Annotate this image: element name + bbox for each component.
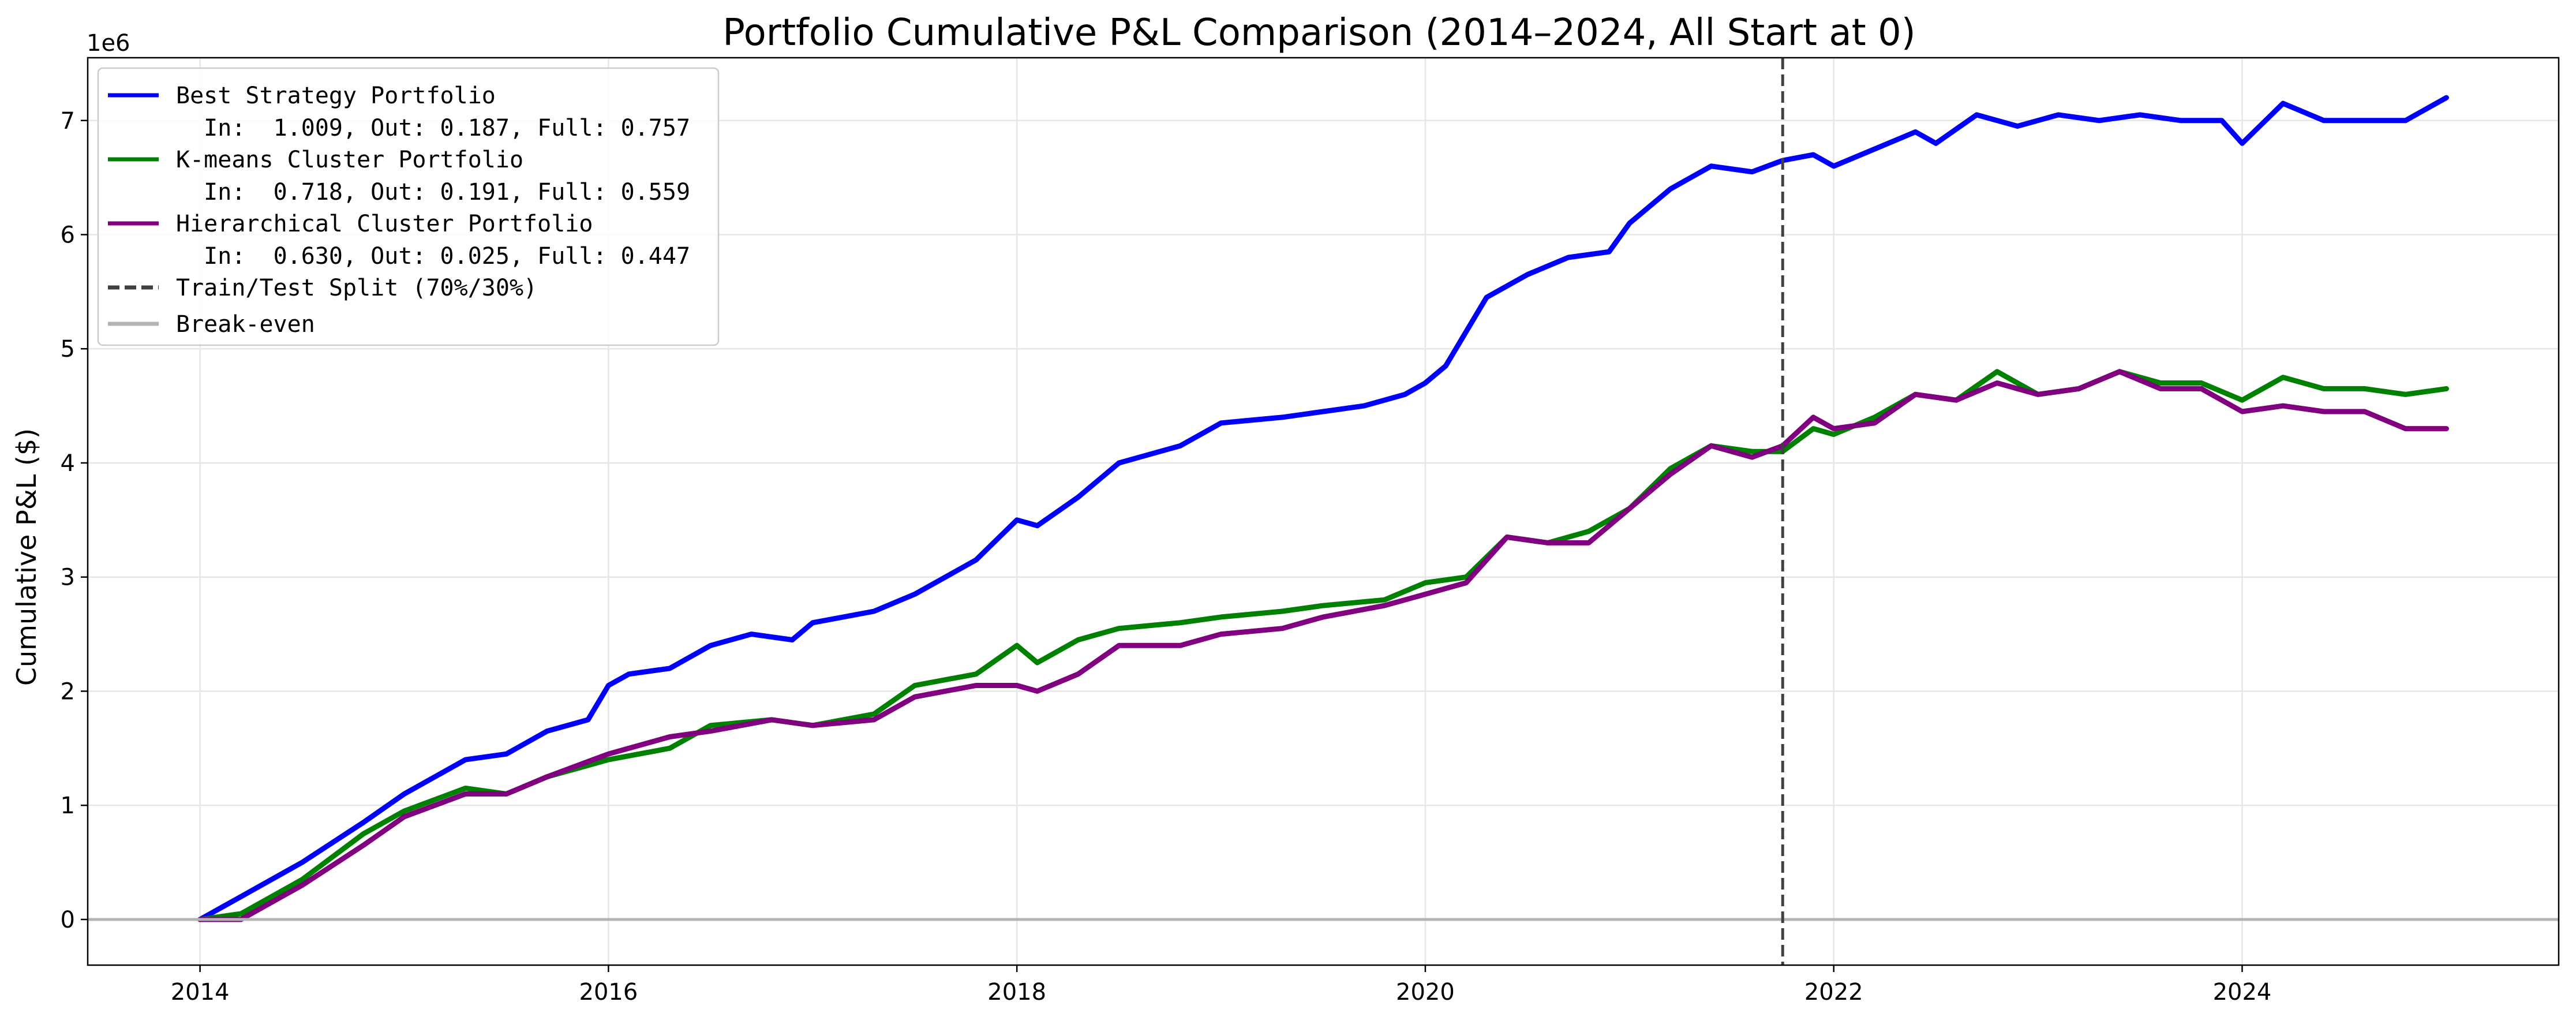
y-tick-label: 2 xyxy=(61,678,75,705)
x-tick-label: 2016 xyxy=(579,979,638,1006)
x-tick-label: 2024 xyxy=(2213,979,2272,1006)
y-tick-label: 6 xyxy=(61,222,75,248)
legend-label-3-stats: In: 0.630, Out: 0.025, Full: 0.447 xyxy=(176,243,690,270)
y-axis-ticks: 0 1 2 3 4 5 6 7 xyxy=(61,108,88,933)
x-tick-label: 2014 xyxy=(171,979,230,1006)
legend-label-4: Train/Test Split (70%/30%) xyxy=(176,275,537,301)
reference-lines xyxy=(88,58,2559,965)
legend-label-2-stats: In: 0.718, Out: 0.191, Full: 0.559 xyxy=(176,179,690,205)
y-tick-label: 5 xyxy=(61,336,75,362)
x-tick-label: 2018 xyxy=(987,979,1046,1006)
y-tick-label: 0 xyxy=(61,907,75,933)
chart-title: Portfolio Cumulative P&L Comparison (201… xyxy=(722,12,1915,54)
x-axis-ticks: 2014 2016 2018 2020 2022 2024 xyxy=(171,965,2272,1006)
y-tick-label: 7 xyxy=(61,108,75,134)
x-tick-label: 2020 xyxy=(1396,979,1455,1006)
y-tick-label: 3 xyxy=(61,565,75,591)
legend-label-1-stats: In: 1.009, Out: 0.187, Full: 0.757 xyxy=(176,115,690,141)
y-tick-label: 1 xyxy=(61,793,75,819)
y-tick-label: 4 xyxy=(61,450,75,477)
legend: Best Strategy Portfolio In: 1.009, Out: … xyxy=(97,67,720,346)
series-line-1 xyxy=(197,95,2449,922)
x-tick-label: 2022 xyxy=(1804,979,1863,1006)
legend-box xyxy=(97,67,720,346)
plot-area-frame xyxy=(87,57,2560,966)
series-line-3 xyxy=(197,369,2449,922)
legend-label-3: Hierarchical Cluster Portfolio xyxy=(176,211,593,237)
legend-label-1: Best Strategy Portfolio xyxy=(176,83,496,109)
series-lines xyxy=(197,95,2449,922)
legend-label-2: K-means Cluster Portfolio xyxy=(176,147,523,173)
legend-label-5: Break-even xyxy=(176,311,315,338)
y-offset-label: 1e6 xyxy=(87,30,130,57)
y-axis-label: Cumulative P&L ($) xyxy=(11,428,42,686)
